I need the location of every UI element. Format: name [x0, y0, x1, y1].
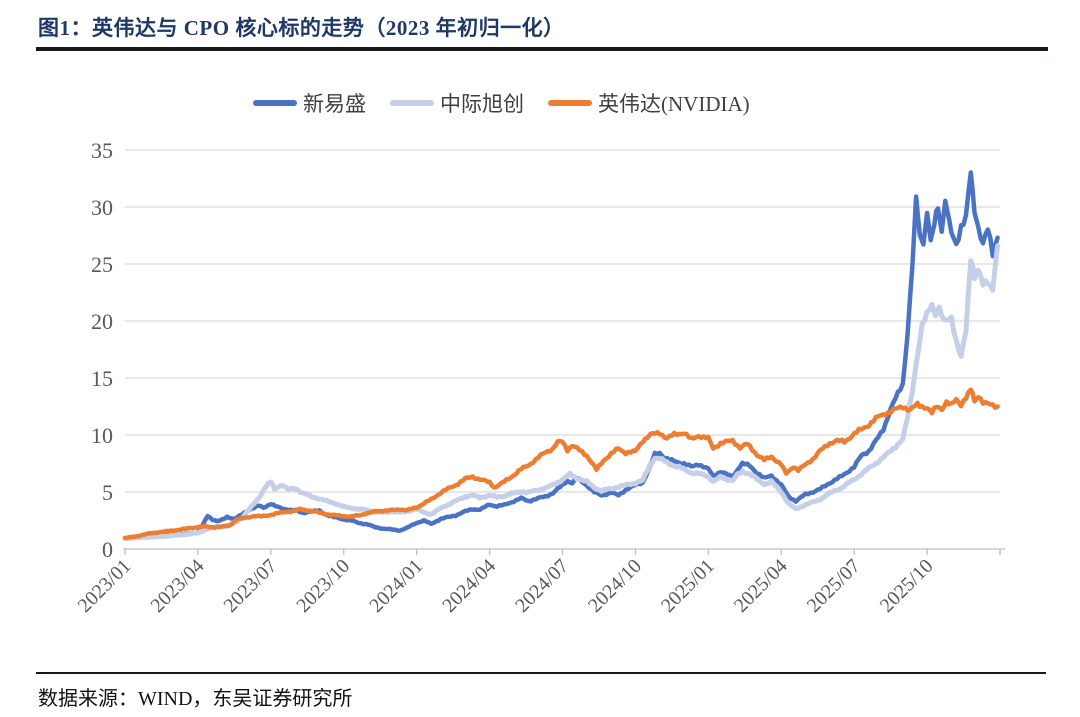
x-tick-label: 2024/04 — [438, 555, 500, 617]
x-tick-label: 2023/01 — [74, 555, 136, 617]
figure-title: 图1：英伟达与 CPO 核心标的走势（2023 年初归一化） — [38, 16, 565, 40]
y-tick-label: 5 — [102, 480, 113, 505]
legend-label: 新易盛 — [303, 92, 366, 116]
chart-canvas: 0 5 10 15 20 25 30 35 2023/01 2023/04 2023/07 2023/… — [74, 138, 1005, 617]
x-tick-label: 2023/10 — [292, 555, 354, 617]
legend-label: 中际旭创 — [440, 92, 524, 116]
y-tick-label: 30 — [91, 195, 113, 220]
x-tick-label: 2025/04 — [730, 555, 792, 617]
x-tick-label: 2025/10 — [876, 555, 938, 617]
x-tick-label: 2024/01 — [365, 555, 427, 617]
title-divider-rule — [36, 47, 1048, 51]
x-tick-label: 2025/01 — [657, 555, 719, 617]
y-tick-label: 35 — [91, 138, 113, 163]
y-tick-label: 15 — [91, 366, 113, 391]
x-tick-label: 2023/04 — [147, 555, 209, 617]
legend-item-nvidia: 英伟达(NVIDIA) — [548, 88, 750, 118]
legend-line-swatch-icon — [548, 100, 592, 106]
data-source-note: 数据来源：WIND，东吴证券研究所 — [38, 688, 353, 710]
x-tick-label: 2023/07 — [219, 555, 281, 617]
legend-line-swatch-icon — [390, 100, 434, 106]
legend-line-swatch-icon — [253, 100, 297, 106]
y-tick-label: 20 — [91, 309, 113, 334]
legend-item-xinyisheng: 新易盛 — [253, 88, 366, 118]
series-line-1 — [122, 243, 1001, 542]
chart-legend: 新易盛 中际旭创 英伟达(NVIDIA) — [253, 88, 750, 118]
series-line-0 — [122, 170, 1000, 541]
series-line-2 — [122, 387, 1000, 541]
y-tick-label: 0 — [102, 537, 113, 562]
legend-item-zhongji-innolight: 中际旭创 — [390, 88, 524, 118]
y-tick-label: 10 — [91, 423, 113, 448]
footer-divider-rule — [36, 672, 1046, 674]
x-tick-label: 2024/07 — [511, 555, 573, 617]
y-tick-label: 25 — [91, 252, 113, 277]
legend-label: 英伟达(NVIDIA) — [598, 92, 750, 116]
x-tick-label: 2024/10 — [584, 555, 646, 617]
line-chart: 0 5 10 15 20 25 30 35 2023/01 2023/04 2023/07 2023/… — [74, 138, 1005, 617]
x-tick-label: 2025/07 — [803, 555, 865, 617]
